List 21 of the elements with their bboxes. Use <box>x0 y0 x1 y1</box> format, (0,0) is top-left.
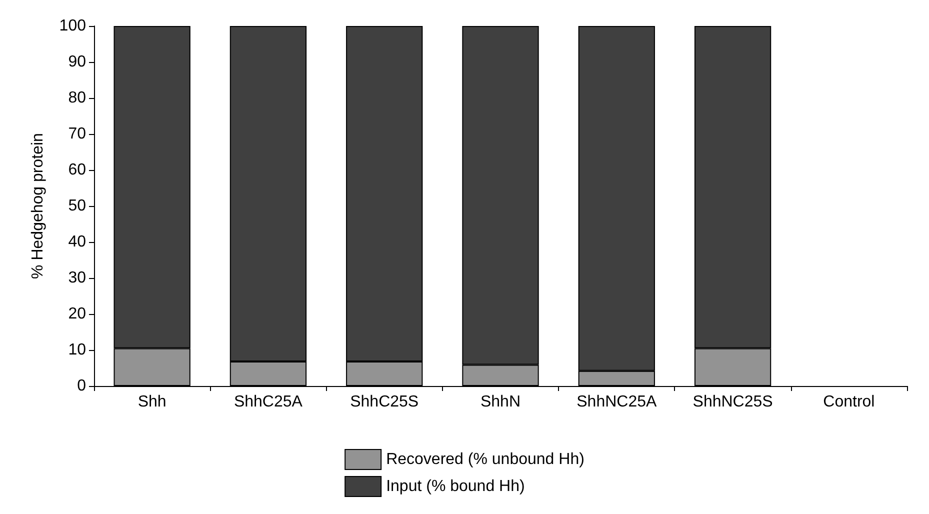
x-tick-label: ShhNC25S <box>692 394 773 410</box>
y-tick-label: 80 <box>68 90 86 106</box>
y-tick-label: 40 <box>68 234 86 250</box>
legend-label: Input (% bound Hh) <box>386 478 525 495</box>
x-tick-label: ShhN <box>480 394 521 410</box>
y-axis-title: % Hedgehog protein <box>30 133 46 279</box>
y-tick-label: 10 <box>68 342 86 358</box>
x-tick-label: Shh <box>138 394 166 410</box>
x-tick-label: ShhNC25A <box>576 394 657 410</box>
y-tick-label: 70 <box>68 126 86 142</box>
y-tick-label: 20 <box>68 306 86 322</box>
x-tick-label: ShhC25S <box>350 394 419 410</box>
legend-label: Recovered (% unbound Hh) <box>386 451 584 468</box>
y-tick-label: 100 <box>59 18 86 34</box>
x-tick-label: ShhC25A <box>234 394 303 410</box>
y-tick-label: 90 <box>68 54 86 70</box>
y-tick-label: 30 <box>68 270 86 286</box>
x-tick-label: Control <box>823 394 875 410</box>
y-tick-label: 0 <box>77 378 86 394</box>
y-tick-label: 60 <box>68 162 86 178</box>
y-tick-label: 50 <box>68 198 86 214</box>
